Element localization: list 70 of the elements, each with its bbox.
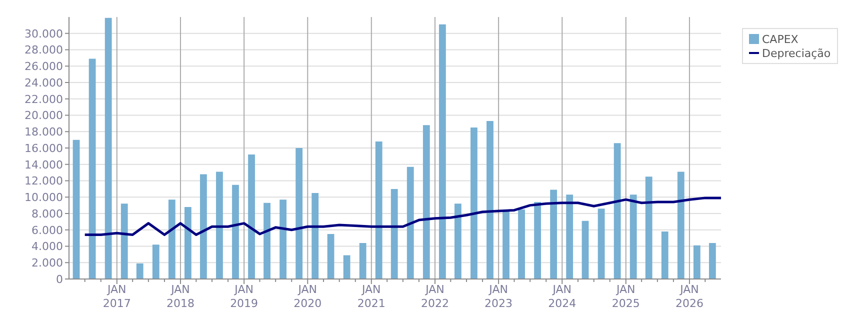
y-tick-label: 8.000: [32, 207, 63, 220]
bar: [470, 128, 478, 279]
y-tick-label: 6.000: [32, 224, 63, 237]
legend-label: CAPEX: [762, 32, 798, 46]
legend-label: Depreciação: [762, 46, 831, 60]
y-tick-label: 4.000: [32, 240, 63, 254]
y-tick-label: 0: [56, 272, 63, 286]
bar: [534, 202, 541, 279]
bar: [438, 24, 446, 279]
bar: [598, 208, 605, 279]
line-series: [84, 196, 721, 236]
y-tick-label: 12.000: [24, 174, 63, 188]
x-tick-label: JAN 2021: [357, 283, 386, 310]
y-tick-label: 28.000: [24, 44, 63, 57]
bar: [406, 166, 414, 279]
bar: [312, 193, 319, 279]
bar: [168, 200, 176, 279]
bar: [502, 211, 510, 279]
bar: [645, 176, 652, 279]
bar: [152, 244, 160, 279]
x-tick-label: JAN 2024: [548, 283, 576, 310]
bar: [136, 263, 144, 279]
x-tick-label: JAN 2018: [166, 283, 194, 310]
bar: [343, 255, 350, 279]
bar: [327, 234, 334, 279]
x-tick-label: JAN 2022: [420, 283, 449, 310]
bar: [375, 141, 382, 279]
bar: [200, 174, 207, 279]
x-tick-label: JAN 2020: [294, 283, 322, 310]
x-tick-label: JAN 2025: [612, 283, 640, 310]
y-tick-label: 14.000: [24, 158, 63, 172]
bar: [88, 58, 96, 279]
bar: [72, 140, 80, 279]
bar: [104, 18, 112, 279]
bar: [582, 220, 589, 279]
bar: [566, 194, 574, 279]
bar: [359, 242, 366, 279]
bar: [454, 204, 462, 279]
y-tick-label: 26.000: [24, 60, 63, 74]
bar: [184, 206, 192, 279]
x-tick-label: JAN 2019: [230, 283, 258, 310]
bar: [708, 242, 716, 279]
bar: [550, 190, 558, 279]
y-tick-label: 30.000: [24, 27, 63, 40]
bar: [296, 148, 303, 279]
y-tick-label: 22.000: [24, 92, 63, 106]
bar: [120, 204, 128, 279]
x-tick-label: JAN 2017: [102, 283, 131, 310]
y-tick-label: 10.000: [24, 191, 63, 204]
bar: [248, 154, 255, 279]
y-tick-label: 2.000: [32, 256, 63, 270]
bar: [614, 143, 621, 279]
bar: [216, 172, 223, 279]
bar: [422, 125, 430, 279]
x-tick-label: JAN 2023: [484, 283, 513, 310]
bar: [280, 200, 286, 279]
bar: [486, 120, 494, 279]
y-tick-label: 24.000: [24, 76, 63, 90]
y-tick-label: 18.000: [24, 126, 63, 139]
bar: [630, 194, 637, 279]
bar: [693, 245, 700, 279]
bar: [677, 172, 684, 279]
x-tick-label: JAN 2026: [675, 283, 704, 310]
y-tick-label: 16.000: [24, 142, 63, 155]
bar: [232, 184, 239, 279]
bar: [518, 209, 525, 279]
bar: [264, 202, 270, 279]
bar: [661, 232, 668, 279]
y-tick-label: 20.000: [24, 109, 63, 122]
bar: [390, 188, 398, 279]
